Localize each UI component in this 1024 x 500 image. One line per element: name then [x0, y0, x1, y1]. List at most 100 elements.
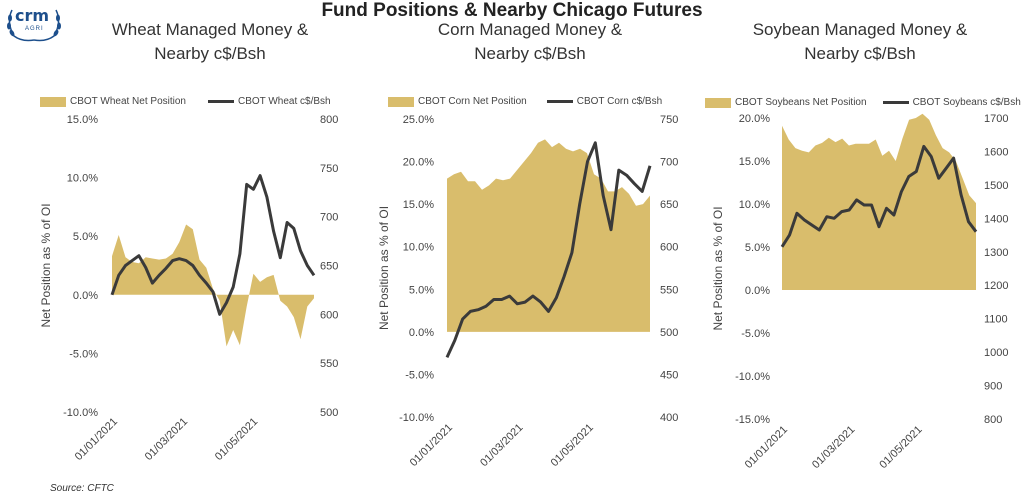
y-axis-label: Net Position as % of OI [39, 203, 53, 327]
y-right-tick-label: 500 [660, 327, 678, 339]
x-tick-label: 01/03/2021 [478, 422, 525, 469]
y-axis-label: Net Position as % of OI [711, 206, 725, 330]
y-right-tick-label: 1000 [984, 347, 1008, 359]
legend-label-area: CBOT Corn Net Position [418, 96, 527, 107]
y-right-tick-label: 1500 [984, 180, 1008, 192]
y-left-tick-label: -15.0% [735, 414, 770, 426]
area-series-net-position [782, 113, 976, 290]
y-left-tick-label: -10.0% [399, 412, 434, 424]
y-left-tick-label: 5.0% [745, 242, 770, 254]
legend-swatch-line [207, 100, 234, 103]
y-left-tick-label: 25.0% [403, 114, 434, 126]
legend-label-line: CBOT Wheat c$/Bsh [237, 96, 331, 107]
y-right-tick-label: 1300 [984, 247, 1008, 259]
y-left-tick-label: 15.0% [739, 156, 770, 168]
chart-title-line: Wheat Managed Money & [111, 20, 309, 39]
legend-swatch-area [40, 96, 66, 107]
logo-subtext: AGRI [25, 26, 44, 32]
y-left-tick-label: 15.0% [403, 199, 434, 211]
y-right-tick-label: 500 [320, 407, 338, 419]
y-right-tick-label: 450 [660, 369, 678, 381]
y-right-tick-label: 1200 [984, 280, 1008, 292]
y-right-tick-label: 650 [660, 199, 678, 211]
y-left-tick-label: 0.0% [745, 285, 770, 297]
legend-entry-line: CBOT Corn c$/Bsh [546, 96, 663, 107]
y-right-tick-label: 400 [660, 412, 678, 424]
x-tick-label: 01/03/2021 [143, 416, 190, 463]
laurel-wreath-icon [7, 9, 61, 42]
legend-entry-area: CBOT Corn Net Position [388, 96, 527, 107]
x-tick-label: 01/01/2021 [743, 424, 790, 471]
x-tick-label: 01/03/2021 [810, 424, 857, 471]
chart-title-line: Nearby c$/Bsh [474, 44, 586, 63]
chart-title-line: Corn Managed Money & [437, 20, 623, 39]
y-left-tick-label: 5.0% [409, 284, 434, 296]
legend-wheat: CBOT Wheat Net Position CBOT Wheat c$/Bs… [40, 96, 331, 107]
y-right-tick-label: 550 [660, 284, 678, 296]
y-left-tick-label: -5.0% [69, 348, 98, 360]
legend-entry-line: CBOT Wheat c$/Bsh [207, 96, 331, 107]
y-right-tick-label: 1100 [984, 314, 1008, 326]
legend-label-line: CBOT Soybeans c$/Bsh [912, 97, 1021, 108]
y-left-tick-label: 15.0% [67, 114, 98, 126]
y-left-tick-label: -10.0% [63, 407, 98, 419]
y-right-tick-label: 1400 [984, 213, 1008, 225]
legend-entry-line: CBOT Soybeans c$/Bsh [882, 97, 1021, 108]
y-right-tick-label: 700 [320, 212, 338, 224]
chart-title-line: Nearby c$/Bsh [154, 44, 266, 63]
legend-entry-area: CBOT Soybeans Net Position [705, 97, 867, 108]
legend-swatch-line [546, 100, 573, 103]
x-tick-label: 01/05/2021 [877, 424, 924, 471]
y-left-tick-label: 5.0% [73, 231, 98, 243]
chart-title-line: Soybean Managed Money & [752, 20, 968, 39]
y-right-tick-label: 1600 [984, 146, 1008, 158]
y-right-tick-label: 700 [660, 157, 678, 169]
logo-text: crm [15, 6, 50, 25]
y-left-tick-label: 0.0% [73, 290, 98, 302]
chart-title-soybean: Soybean Managed Money & Nearby c$/Bsh [710, 18, 1010, 66]
x-tick-label: 01/01/2021 [73, 416, 120, 463]
chart-title-line: Nearby c$/Bsh [804, 44, 916, 63]
line-series-price [780, 144, 978, 248]
source-note: Source: CFTC [50, 483, 114, 494]
legend-swatch-line [882, 101, 909, 104]
y-left-tick-label: 10.0% [67, 173, 98, 185]
y-right-tick-label: 550 [320, 358, 338, 370]
area-series-net-position [447, 139, 650, 332]
y-right-tick-label: 800 [984, 414, 1002, 426]
y-right-tick-label: 1700 [984, 113, 1008, 125]
y-right-tick-label: 800 [320, 114, 338, 126]
y-left-tick-label: -5.0% [741, 328, 770, 340]
area-series-net-position [112, 224, 314, 347]
line-series-price [110, 174, 316, 316]
y-left-tick-label: 20.0% [403, 157, 434, 169]
legend-swatch-area [705, 97, 731, 108]
x-tick-label: 01/05/2021 [213, 416, 260, 463]
y-left-tick-label: 10.0% [739, 199, 770, 211]
y-right-tick-label: 750 [320, 163, 338, 175]
y-right-tick-label: 600 [320, 309, 338, 321]
y-left-tick-label: -10.0% [735, 371, 770, 383]
line-series-price [445, 141, 652, 359]
y-right-tick-label: 600 [660, 242, 678, 254]
legend-soybean: CBOT Soybeans Net Position CBOT Soybeans… [705, 97, 1021, 108]
legend-label-line: CBOT Corn c$/Bsh [576, 96, 663, 107]
y-left-tick-label: -5.0% [405, 369, 434, 381]
y-left-tick-label: 20.0% [739, 113, 770, 125]
y-right-tick-label: 750 [660, 114, 678, 126]
chart-title-wheat: Wheat Managed Money & Nearby c$/Bsh [60, 18, 360, 66]
legend-swatch-area [388, 96, 414, 107]
y-left-tick-label: 10.0% [403, 242, 434, 254]
y-right-tick-label: 900 [984, 381, 1002, 393]
legend-label-area: CBOT Wheat Net Position [70, 96, 186, 107]
page-title: Fund Positions & Nearby Chicago Futures [321, 0, 703, 21]
chart-title-corn: Corn Managed Money & Nearby c$/Bsh [380, 18, 680, 66]
y-left-tick-label: 0.0% [409, 327, 434, 339]
crm-logo: crm AGRI [4, 4, 64, 42]
legend-entry-area: CBOT Wheat Net Position [40, 96, 186, 107]
legend-corn: CBOT Corn Net Position CBOT Corn c$/Bsh [388, 96, 662, 107]
x-tick-label: 01/05/2021 [549, 422, 596, 469]
y-axis-label: Net Position as % of OI [377, 206, 391, 330]
y-right-tick-label: 650 [320, 261, 338, 273]
